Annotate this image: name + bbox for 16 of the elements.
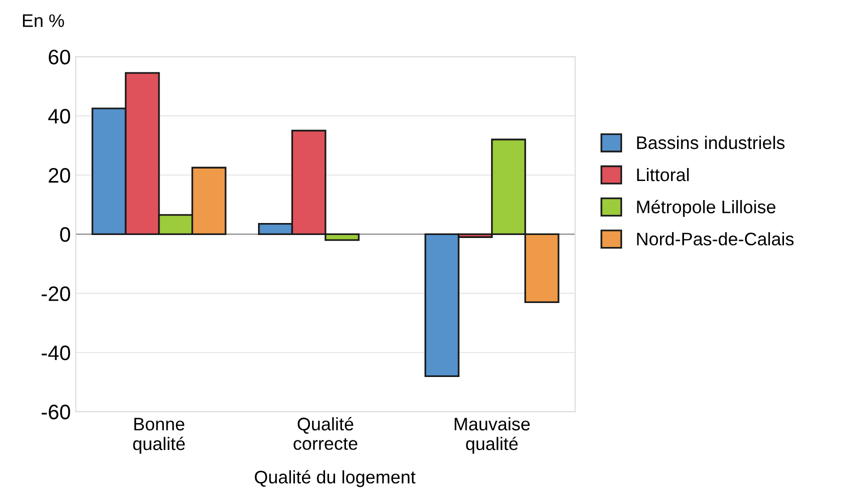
x-axis-title: Qualité du logement [254,470,416,488]
y-tick-label: 40 [48,108,70,124]
y-tick-label: -60 [42,404,70,420]
legend-label: Métropole Lilloise [637,200,776,217]
x-tick-label: Qualité correcte [294,417,358,450]
legend-label: Littoral [637,168,689,182]
y-tick-label: 20 [48,168,70,183]
y-axis-title: En % [23,14,64,27]
x-tick-label: Bonne qualité [133,418,185,454]
legend-label: Nord-Pas-de-Calais [637,232,794,246]
y-tick-label: 60 [48,50,70,64]
y-tick-label: -40 [42,345,70,360]
y-tick-label: 0 [60,227,70,242]
legend-label: Bassins industriels [637,136,785,150]
x-tick-label: Mauvaise qualité [454,417,530,454]
y-tick-label: -20 [42,286,70,302]
